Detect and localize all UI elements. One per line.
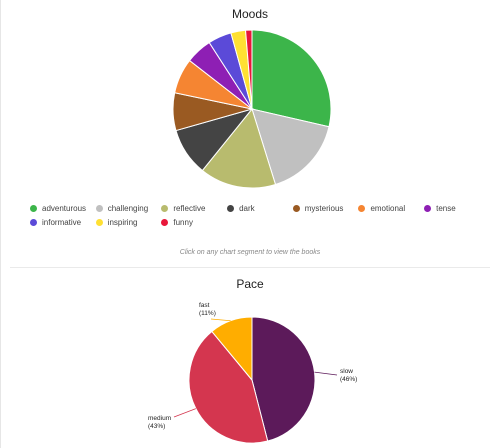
legend-swatch xyxy=(292,205,300,212)
legend-label: reflective xyxy=(173,204,206,213)
chart-hint-text: Click on any chart segment to view the b… xyxy=(179,249,321,256)
legend-item-inspiring[interactable]: inspiring xyxy=(95,218,162,227)
pace-connector-medium xyxy=(173,408,197,418)
legend-item-informative[interactable]: informative xyxy=(30,218,96,227)
left-border xyxy=(0,0,1,448)
legend-label: adventurous xyxy=(42,204,87,213)
legend-label: funny xyxy=(173,218,193,227)
pace-slice-fast[interactable] xyxy=(211,316,253,382)
legend-swatch xyxy=(161,205,169,212)
legend-item-dark[interactable]: dark xyxy=(227,204,293,213)
legend-item-funny[interactable]: funny xyxy=(161,218,227,227)
moods-legend: adventurous challenging reflective dark myst… xyxy=(30,204,490,227)
moods-slice-funny[interactable] xyxy=(245,29,253,110)
legend-label: inspiring xyxy=(107,218,138,227)
legend-label: informative xyxy=(42,218,82,227)
legend-item-emotional[interactable]: emotional xyxy=(358,204,424,213)
pace-label-slow: slow xyxy=(340,368,353,375)
pace-percent-fast: (11%) xyxy=(199,310,216,317)
legend-swatch xyxy=(30,219,37,226)
legend-item-tense[interactable]: tense xyxy=(424,204,490,213)
legend-swatch xyxy=(95,219,103,226)
legend-label: dark xyxy=(239,204,255,213)
section-divider xyxy=(10,267,490,268)
legend-item-adventurous[interactable]: adventurous xyxy=(30,204,96,213)
legend-swatch xyxy=(30,205,37,212)
legend-label: tense xyxy=(436,204,456,213)
legend-label: mysterious xyxy=(304,204,344,213)
legend-swatch xyxy=(424,205,432,212)
moods-slice-adventurous[interactable] xyxy=(251,29,332,128)
legend-item-challenging[interactable]: challenging xyxy=(95,204,162,213)
pace-percent-medium: (43%) xyxy=(148,423,165,430)
moods-slice-challenging[interactable] xyxy=(251,108,330,186)
legend-swatch xyxy=(95,205,103,212)
pace-connector-slow xyxy=(314,371,338,376)
moods-chart-title: Moods xyxy=(231,7,269,21)
legend-label: emotional xyxy=(370,204,406,213)
legend-label: challenging xyxy=(107,204,149,213)
legend-item-mysterious[interactable]: mysterious xyxy=(292,204,359,213)
legend-swatch xyxy=(227,205,235,212)
pace-connector-fast xyxy=(210,318,231,322)
moods-slice-reflective[interactable] xyxy=(201,107,277,189)
pace-chart-title: Pace xyxy=(236,277,264,291)
legend-swatch xyxy=(161,219,169,226)
pace-percent-slow: (46%) xyxy=(340,376,357,383)
legend-item-reflective[interactable]: reflective xyxy=(161,204,227,213)
pace-label-fast: fast xyxy=(199,302,210,309)
legend-swatch xyxy=(358,205,366,212)
pace-label-medium: medium xyxy=(148,415,171,422)
